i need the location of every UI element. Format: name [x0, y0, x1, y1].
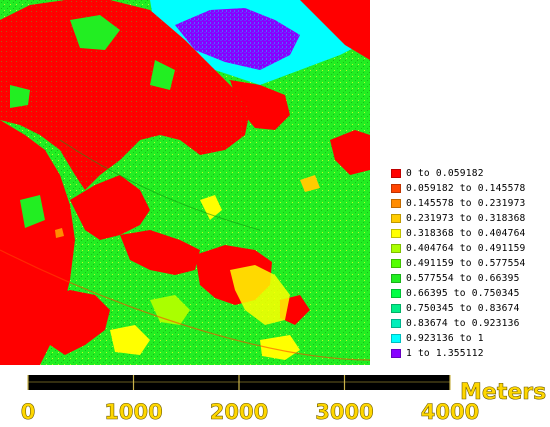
- legend-item: 0.577554 to 0.66395: [391, 271, 549, 286]
- legend-item: 0.404764 to 0.491159: [391, 241, 549, 256]
- legend-swatch: [391, 274, 401, 283]
- legend-label: 0.923136 to 1: [406, 333, 484, 344]
- legend-swatch: [391, 289, 401, 298]
- raster-map-image: [0, 0, 370, 365]
- scale-bar-label: 2000: [210, 400, 268, 424]
- legend-label: 0.145578 to 0.231973: [406, 198, 526, 209]
- legend-item: 0.923136 to 1: [391, 331, 549, 346]
- legend-item: 0.231973 to 0.318368: [391, 211, 549, 226]
- legend-item: 0 to 0.059182: [391, 166, 549, 181]
- legend-item: 0.491159 to 0.577554: [391, 256, 549, 271]
- legend-label: 0 to 0.059182: [406, 168, 484, 179]
- legend-item: 1 to 1.355112: [391, 346, 549, 361]
- legend-swatch: [391, 319, 401, 328]
- legend-label: 0.66395 to 0.750345: [406, 288, 520, 299]
- legend-label: 1 to 1.355112: [406, 348, 484, 359]
- legend-swatch: [391, 334, 401, 343]
- legend-label: 0.404764 to 0.491159: [406, 243, 526, 254]
- legend-label: 0.83674 to 0.923136: [406, 318, 520, 329]
- scale-bar-label: 4000: [421, 400, 479, 424]
- legend-swatch: [391, 169, 401, 178]
- legend-swatch: [391, 244, 401, 253]
- scale-bar-label: 1000: [104, 400, 162, 424]
- legend-swatch: [391, 304, 401, 313]
- legend-label: 0.231973 to 0.318368: [406, 213, 526, 224]
- legend-swatch: [391, 259, 401, 268]
- legend-item: 0.83674 to 0.923136: [391, 316, 549, 331]
- raster-map: [0, 0, 370, 365]
- legend-item: 0.059182 to 0.145578: [391, 181, 549, 196]
- scale-bar-label: 3000: [315, 400, 373, 424]
- legend: 0 to 0.059182 0.059182 to 0.145578 0.14557…: [391, 166, 549, 361]
- legend-item: 0.66395 to 0.750345: [391, 286, 549, 301]
- legend-label: 0.750345 to 0.83674: [406, 303, 520, 314]
- legend-label: 0.577554 to 0.66395: [406, 273, 520, 284]
- legend-swatch: [391, 229, 401, 238]
- legend-label: 0.059182 to 0.145578: [406, 183, 526, 194]
- legend-item: 0.318368 to 0.404764: [391, 226, 549, 241]
- legend-item: 0.750345 to 0.83674: [391, 301, 549, 316]
- legend-swatch: [391, 184, 401, 193]
- scale-bar-label: 0: [21, 400, 36, 424]
- scale-bar-unit: Meters: [460, 380, 546, 405]
- legend-swatch: [391, 199, 401, 208]
- legend-label: 0.491159 to 0.577554: [406, 258, 526, 269]
- legend-swatch: [391, 214, 401, 223]
- legend-swatch: [391, 349, 401, 358]
- legend-item: 0.145578 to 0.231973: [391, 196, 549, 211]
- scale-bar: 0 1000 2000 3000 4000 Meters: [20, 375, 547, 424]
- legend-label: 0.318368 to 0.404764: [406, 228, 526, 239]
